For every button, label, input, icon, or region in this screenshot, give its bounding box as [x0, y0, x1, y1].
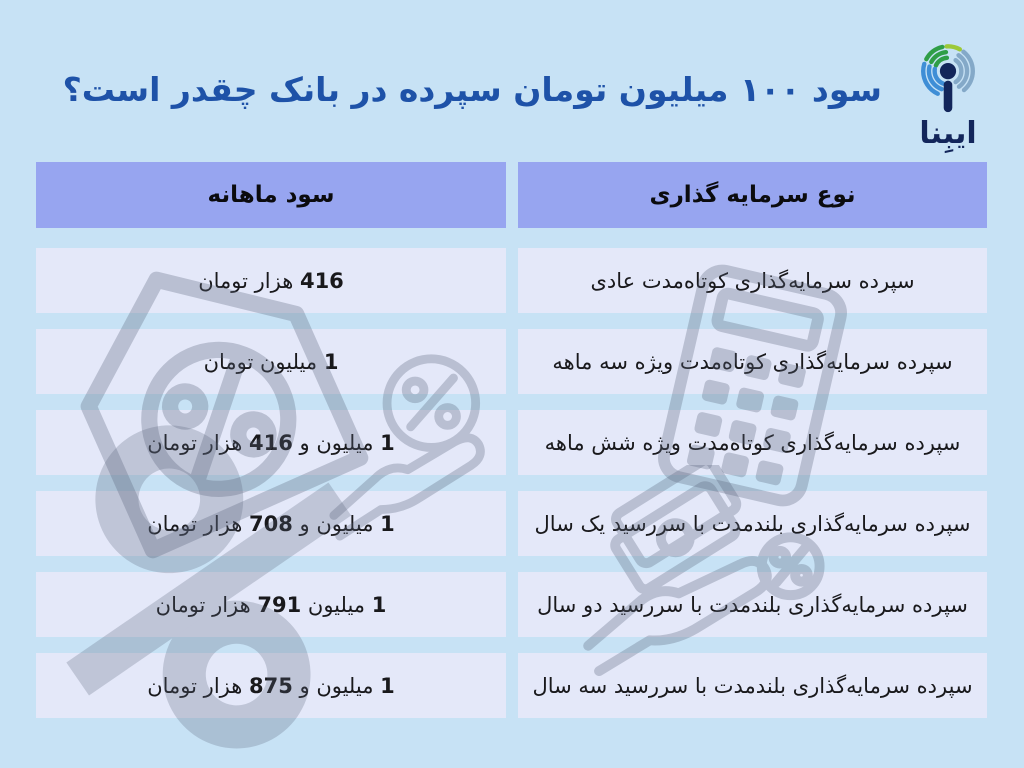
header-investment-type: نوع سرمایه گذاری — [518, 162, 987, 228]
investment-type-cell: سپرده سرمایه‌گذاری کوتاه‌مدت ویژه شش ماه… — [518, 410, 987, 475]
ibena-logo: ایبِنا — [890, 33, 1006, 150]
header-monthly-profit: سود ماهانه — [36, 162, 506, 228]
investment-type-cell: سپرده سرمایه‌گذاری بلندمدت با سررسید سه … — [518, 653, 987, 718]
monthly-profit-cell: 1 میلیون و 875 هزار تومان — [36, 653, 506, 718]
investment-type-cell: سپرده سرمایه‌گذاری بلندمدت با سررسید یک … — [518, 491, 987, 556]
table-header-row: نوع سرمایه گذاری سود ماهانه — [36, 162, 987, 228]
table-body: سپرده سرمایه‌گذاری کوتاه‌مدت عادی 416 هز… — [36, 248, 987, 718]
deposit-profit-table: نوع سرمایه گذاری سود ماهانه سپرده سرمایه… — [36, 162, 987, 734]
table-row: سپرده سرمایه‌گذاری کوتاه‌مدت ویژه شش ماه… — [36, 410, 987, 475]
table-row: سپرده سرمایه‌گذاری کوتاه‌مدت عادی 416 هز… — [36, 248, 987, 313]
monthly-profit-cell: 1 میلیون 791 هزار تومان — [36, 572, 506, 637]
investment-type-cell: سپرده سرمایه‌گذاری بلندمدت با سررسید دو … — [518, 572, 987, 637]
table-row: سپرده سرمایه‌گذاری بلندمدت با سررسید یک … — [36, 491, 987, 556]
page-title: سود ۱۰۰ میلیون تومان سپرده در بانک چقدر … — [62, 70, 882, 109]
monthly-profit-cell: 1 میلیون و 708 هزار تومان — [36, 491, 506, 556]
investment-type-cell: سپرده سرمایه‌گذاری کوتاه‌مدت ویژه سه ماه… — [518, 329, 987, 394]
ibena-broadcast-waves-icon — [921, 44, 975, 113]
monthly-profit-cell: 1 میلیون تومان — [36, 329, 506, 394]
monthly-profit-cell: 1 میلیون و 416 هزار تومان — [36, 410, 506, 475]
investment-type-cell: سپرده سرمایه‌گذاری کوتاه‌مدت عادی — [518, 248, 987, 313]
table-row: سپرده سرمایه‌گذاری کوتاه‌مدت ویژه سه ماه… — [36, 329, 987, 394]
logo-wordmark: ایبِنا — [919, 116, 977, 151]
table-row: سپرده سرمایه‌گذاری بلندمدت با سررسید دو … — [36, 572, 987, 637]
monthly-profit-cell: 416 هزار تومان — [36, 248, 506, 313]
table-row: سپرده سرمایه‌گذاری بلندمدت با سررسید سه … — [36, 653, 987, 718]
